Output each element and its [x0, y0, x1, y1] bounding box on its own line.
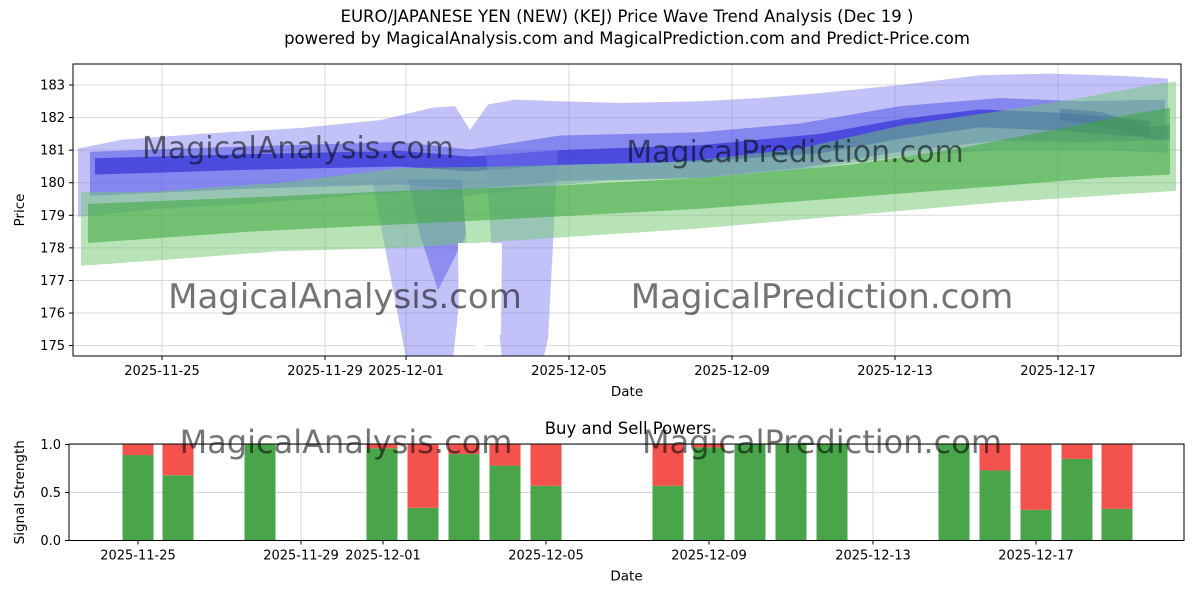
buy-sell-chart [69, 444, 1184, 541]
x-tick-label: 2025-12-17 [998, 549, 1074, 564]
bar-sell-segment [979, 444, 1011, 471]
bar-buy-segment [1061, 458, 1093, 541]
x-tick-label: 2025-12-01 [368, 364, 444, 379]
wave-cutout-dip-white-notch [458, 242, 502, 349]
y-tick-label: 0.0 [40, 534, 61, 549]
bar-sell-segment [122, 444, 154, 456]
bar-sell-segment [366, 444, 398, 449]
y-tick-label: 175 [40, 339, 65, 354]
watermark-text: MagicalAnalysis.com [180, 423, 513, 461]
bar-sell-segment [693, 444, 725, 448]
x-tick-label: 2025-12-09 [694, 364, 770, 379]
bar-sell-segment [407, 444, 439, 508]
bar-buy-segment [816, 444, 848, 541]
y-tick-label: 182 [40, 111, 65, 126]
bar-buy-segment [366, 448, 398, 541]
watermark-text: MagicalPrediction.com [626, 135, 964, 170]
x-tick-label: 2025-12-13 [857, 364, 933, 379]
watermark-text: MagicalAnalysis.com [142, 131, 454, 166]
bar-sell-segment [489, 444, 521, 466]
bar-sell-segment [530, 444, 562, 486]
bar-buy-segment [979, 470, 1011, 541]
page-subtitle: powered by MagicalAnalysis.com and Magic… [284, 29, 970, 48]
y-tick-label: 1.0 [40, 438, 61, 453]
x-tick-label: 2025-11-25 [100, 549, 176, 564]
x-tick-label: 2025-11-25 [124, 364, 200, 379]
bar-buy-segment [652, 485, 684, 541]
x-tick-label: 2025-11-29 [263, 549, 339, 564]
y-tick-label: 181 [40, 144, 65, 159]
x-axis-label: Date [610, 569, 642, 585]
x-tick-label: 2025-12-17 [1020, 364, 1096, 379]
watermark-text: MagicalPrediction.com [642, 423, 1002, 461]
bar-buy-segment [734, 444, 766, 541]
y-tick-label: 180 [40, 176, 65, 191]
y-axis-label: Signal Strength [12, 440, 28, 544]
price-wave-chart [73, 64, 1181, 356]
watermark-text: MagicalPrediction.com [631, 277, 1014, 317]
y-axis-label: Price [12, 194, 28, 227]
price-plot-border [72, 63, 1182, 357]
bar-buy-segment [162, 475, 194, 541]
bar-buy-segment [775, 444, 807, 541]
x-tick-label: 2025-11-29 [287, 364, 363, 379]
watermark-text: MagicalAnalysis.com [168, 277, 522, 317]
x-tick-label: 2025-12-09 [671, 549, 747, 564]
x-tick-label: 2025-12-05 [531, 364, 607, 379]
x-axis-label: Date [611, 384, 643, 400]
y-tick-label: 183 [40, 79, 65, 94]
bar-buy-segment [489, 465, 521, 541]
bar-buy-segment [1101, 508, 1133, 541]
bar-buy-segment [1020, 509, 1052, 541]
bar-buy-segment [407, 507, 439, 541]
bar-buy-segment [448, 454, 480, 541]
bar-sell-segment [1061, 444, 1093, 459]
y-tick-label: 0.5 [40, 486, 61, 501]
x-tick-label: 2025-12-13 [835, 549, 911, 564]
bar-sell-segment [448, 444, 480, 455]
bar-buy-segment [122, 455, 154, 541]
y-tick-label: 178 [40, 241, 65, 256]
bar-chart-title: Buy and Sell Powers [545, 419, 712, 438]
wave-band-green-inner-band [88, 107, 1170, 243]
bar-sell-segment [652, 444, 684, 486]
bar-buy-segment [938, 444, 970, 541]
wave-band-blue-core-band [95, 109, 1150, 175]
y-tick-label: 179 [40, 209, 65, 224]
x-tick-label: 2025-12-05 [508, 549, 584, 564]
bar-sell-segment [1101, 444, 1133, 509]
bar-sell-segment [162, 444, 194, 476]
y-tick-label: 176 [40, 307, 65, 322]
bar-buy-segment [244, 444, 276, 541]
bar-buy-segment [693, 447, 725, 541]
x-tick-label: 2025-12-01 [345, 549, 421, 564]
y-tick-label: 177 [40, 274, 65, 289]
bar-buy-segment [530, 485, 562, 541]
page-title: EURO/JAPANESE YEN (NEW) (KEJ) Price Wave… [340, 7, 914, 26]
bar-sell-segment [1020, 444, 1052, 510]
